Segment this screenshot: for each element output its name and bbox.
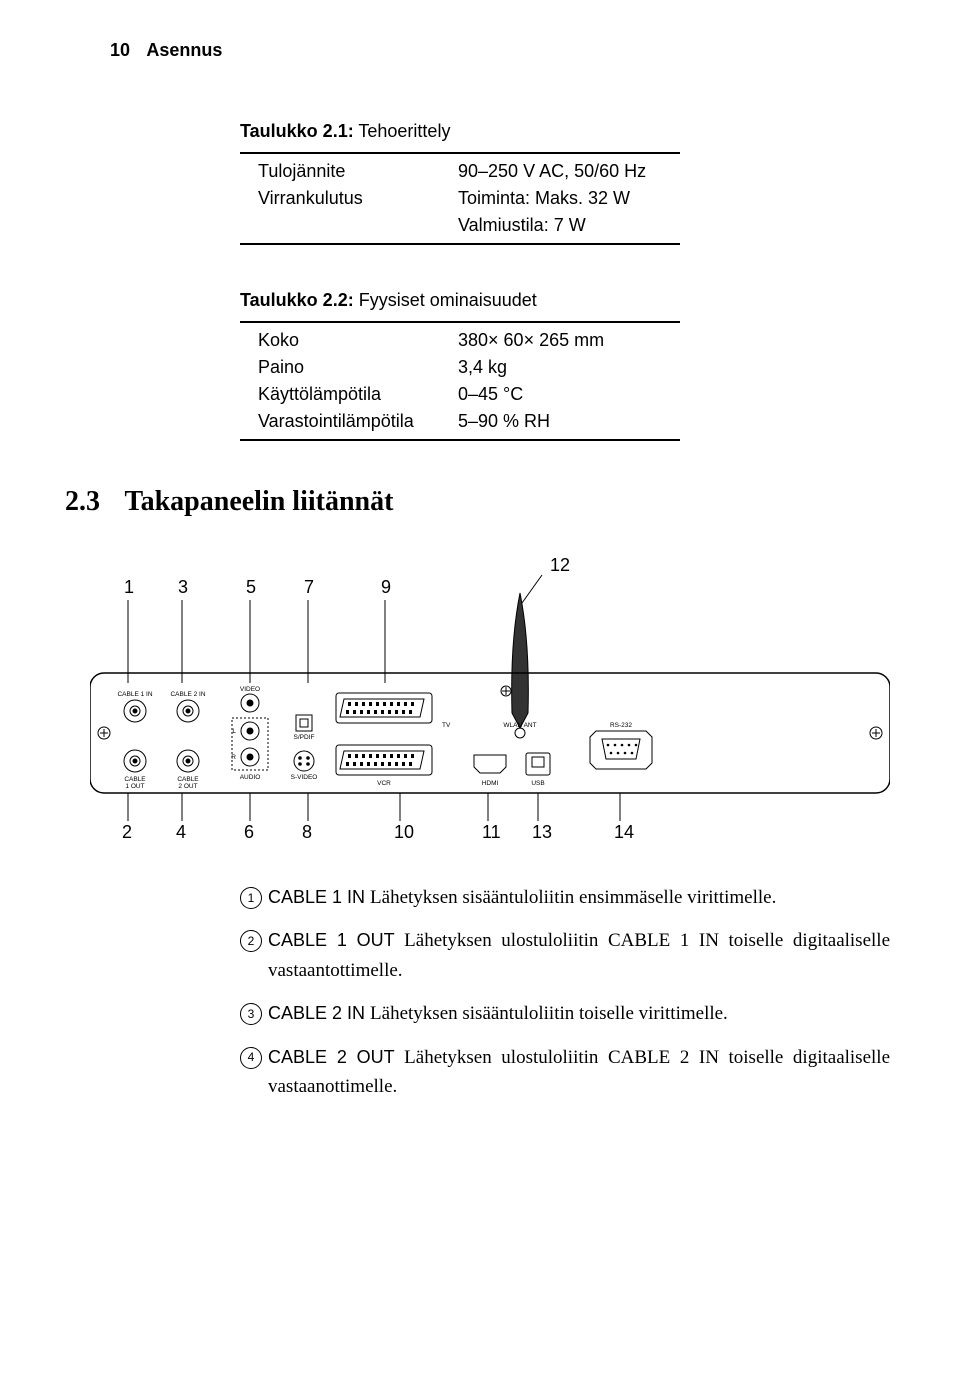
spec-label: Tulojännite xyxy=(258,161,458,182)
table-1: Taulukko 2.1: Tehoerittely Tulojännite90… xyxy=(240,121,890,245)
table-row: Valmiustila: 7 W xyxy=(240,212,680,239)
callout-number: 2 xyxy=(122,822,132,842)
callout-number: 5 xyxy=(246,577,256,597)
spec-label: Paino xyxy=(258,357,458,378)
table-2-caption: Taulukko 2.2: Fyysiset ominaisuudet xyxy=(240,290,890,311)
callout-12: 12 xyxy=(550,555,570,575)
svg-text:CABLE 2 IN: CABLE 2 IN xyxy=(170,691,205,698)
callout-number: 14 xyxy=(614,822,634,842)
legend-item: 3 CABLE 2 IN Lähetyksen sisääntuloliitin … xyxy=(240,999,890,1028)
callout-number: 6 xyxy=(244,822,254,842)
table-row: Käyttölämpötila0–45 °C xyxy=(240,381,680,408)
wlan-antenna-icon xyxy=(512,593,529,728)
callout-number: 10 xyxy=(394,822,414,842)
legend-label: CABLE 1 IN xyxy=(268,887,370,907)
spec-value: 5–90 % RH xyxy=(458,411,680,432)
legend-item: 4 CABLE 2 OUT Lähetyksen ulostuloliitin C… xyxy=(240,1043,890,1102)
callout-number: 3 xyxy=(178,577,188,597)
table-row: VirrankulutusToiminta: Maks. 32 W xyxy=(240,185,680,212)
legend-text: CABLE 2 OUT Lähetyksen ulostuloliitin CA… xyxy=(268,1043,890,1102)
legend-text: CABLE 2 IN Lähetyksen sisääntuloliitin t… xyxy=(268,999,890,1028)
table-1-caption: Taulukko 2.1: Tehoerittely xyxy=(240,121,890,142)
spec-value: Toiminta: Maks. 32 W xyxy=(458,188,680,209)
svg-text:WLAN ANT: WLAN ANT xyxy=(503,722,536,729)
svg-text:S-VIDEO: S-VIDEO xyxy=(291,774,318,781)
svg-text:HDMI: HDMI xyxy=(482,780,499,787)
spec-value: 3,4 kg xyxy=(458,357,680,378)
page-header: 10 Asennus xyxy=(110,40,890,61)
legend-text: CABLE 1 OUT Lähetyksen ulostuloliitin CA… xyxy=(268,926,890,985)
section-heading: 2.3 Takapaneelin liitännät xyxy=(65,486,890,518)
svg-text:VIDEO: VIDEO xyxy=(240,686,260,693)
spec-value: 0–45 °C xyxy=(458,384,680,405)
svg-text:CABLE: CABLE xyxy=(177,776,199,783)
legend-number: 3 xyxy=(240,1003,262,1025)
svg-text:L: L xyxy=(232,728,236,735)
callout-number: 4 xyxy=(176,822,186,842)
legend-item: 2 CABLE 1 OUT Lähetyksen ulostuloliitin C… xyxy=(240,926,890,985)
spec-label xyxy=(258,215,458,236)
legend-label: CABLE 1 OUT xyxy=(268,930,404,950)
spec-label: Koko xyxy=(258,330,458,351)
spec-value: 90–250 V AC, 50/60 Hz xyxy=(458,161,680,182)
svg-text:AUDIO: AUDIO xyxy=(240,774,261,781)
legend-item: 1 CABLE 1 IN Lähetyksen sisääntuloliitin … xyxy=(240,883,890,912)
header-title: Asennus xyxy=(146,40,222,60)
svg-text:RS-232: RS-232 xyxy=(610,722,632,729)
svg-text:S/PDIF: S/PDIF xyxy=(294,734,315,741)
rear-panel-diagram: 13579 12 CABLE 1 INCABLE 2 INCABLE1 OUTC… xyxy=(90,553,890,848)
svg-text:USB: USB xyxy=(531,780,544,787)
legend: 1 CABLE 1 IN Lähetyksen sisääntuloliitin … xyxy=(240,883,890,1102)
legend-text: CABLE 1 IN Lähetyksen sisääntuloliitin e… xyxy=(268,883,890,912)
spec-value: 380× 60× 265 mm xyxy=(458,330,680,351)
table-row: Tulojännite90–250 V AC, 50/60 Hz xyxy=(240,158,680,185)
section-number: 2.3 xyxy=(65,486,100,518)
callout-number: 9 xyxy=(381,577,391,597)
table-row: Varastointilämpötila5–90 % RH xyxy=(240,408,680,435)
table-row: Paino3,4 kg xyxy=(240,354,680,381)
svg-text:R: R xyxy=(231,754,236,761)
svg-text:CABLE: CABLE xyxy=(124,776,146,783)
svg-text:VCR: VCR xyxy=(377,780,391,787)
callout-number: 7 xyxy=(304,577,314,597)
svg-text:TV: TV xyxy=(442,722,451,729)
legend-number: 1 xyxy=(240,887,262,909)
callout-number: 11 xyxy=(482,822,501,842)
page-number: 10 xyxy=(110,40,130,61)
spec-label: Virrankulutus xyxy=(258,188,458,209)
table-2: Taulukko 2.2: Fyysiset ominaisuudet Koko… xyxy=(240,290,890,441)
callout-number: 1 xyxy=(124,577,134,597)
panel-outline xyxy=(90,673,890,793)
spec-value: Valmiustila: 7 W xyxy=(458,215,680,236)
legend-number: 4 xyxy=(240,1047,262,1069)
table-2-caption-text: Fyysiset ominaisuudet xyxy=(359,290,537,310)
table-2-caption-label: Taulukko 2.2: xyxy=(240,290,354,310)
spec-label: Käyttölämpötila xyxy=(258,384,458,405)
legend-label: CABLE 2 OUT xyxy=(268,1047,404,1067)
section-title: Takapaneelin liitännät xyxy=(125,486,394,517)
svg-text:1 OUT: 1 OUT xyxy=(125,783,144,790)
table-row: Koko380× 60× 265 mm xyxy=(240,327,680,354)
table-1-caption-label: Taulukko 2.1: xyxy=(240,121,354,141)
table-1-caption-text: Tehoerittely xyxy=(358,121,450,141)
svg-text:2 OUT: 2 OUT xyxy=(178,783,197,790)
legend-label: CABLE 2 IN xyxy=(268,1003,370,1023)
callout-number: 8 xyxy=(302,822,312,842)
spec-label: Varastointilämpötila xyxy=(258,411,458,432)
legend-number: 2 xyxy=(240,930,262,952)
svg-text:CABLE 1 IN: CABLE 1 IN xyxy=(117,691,152,698)
callout-number: 13 xyxy=(532,822,552,842)
